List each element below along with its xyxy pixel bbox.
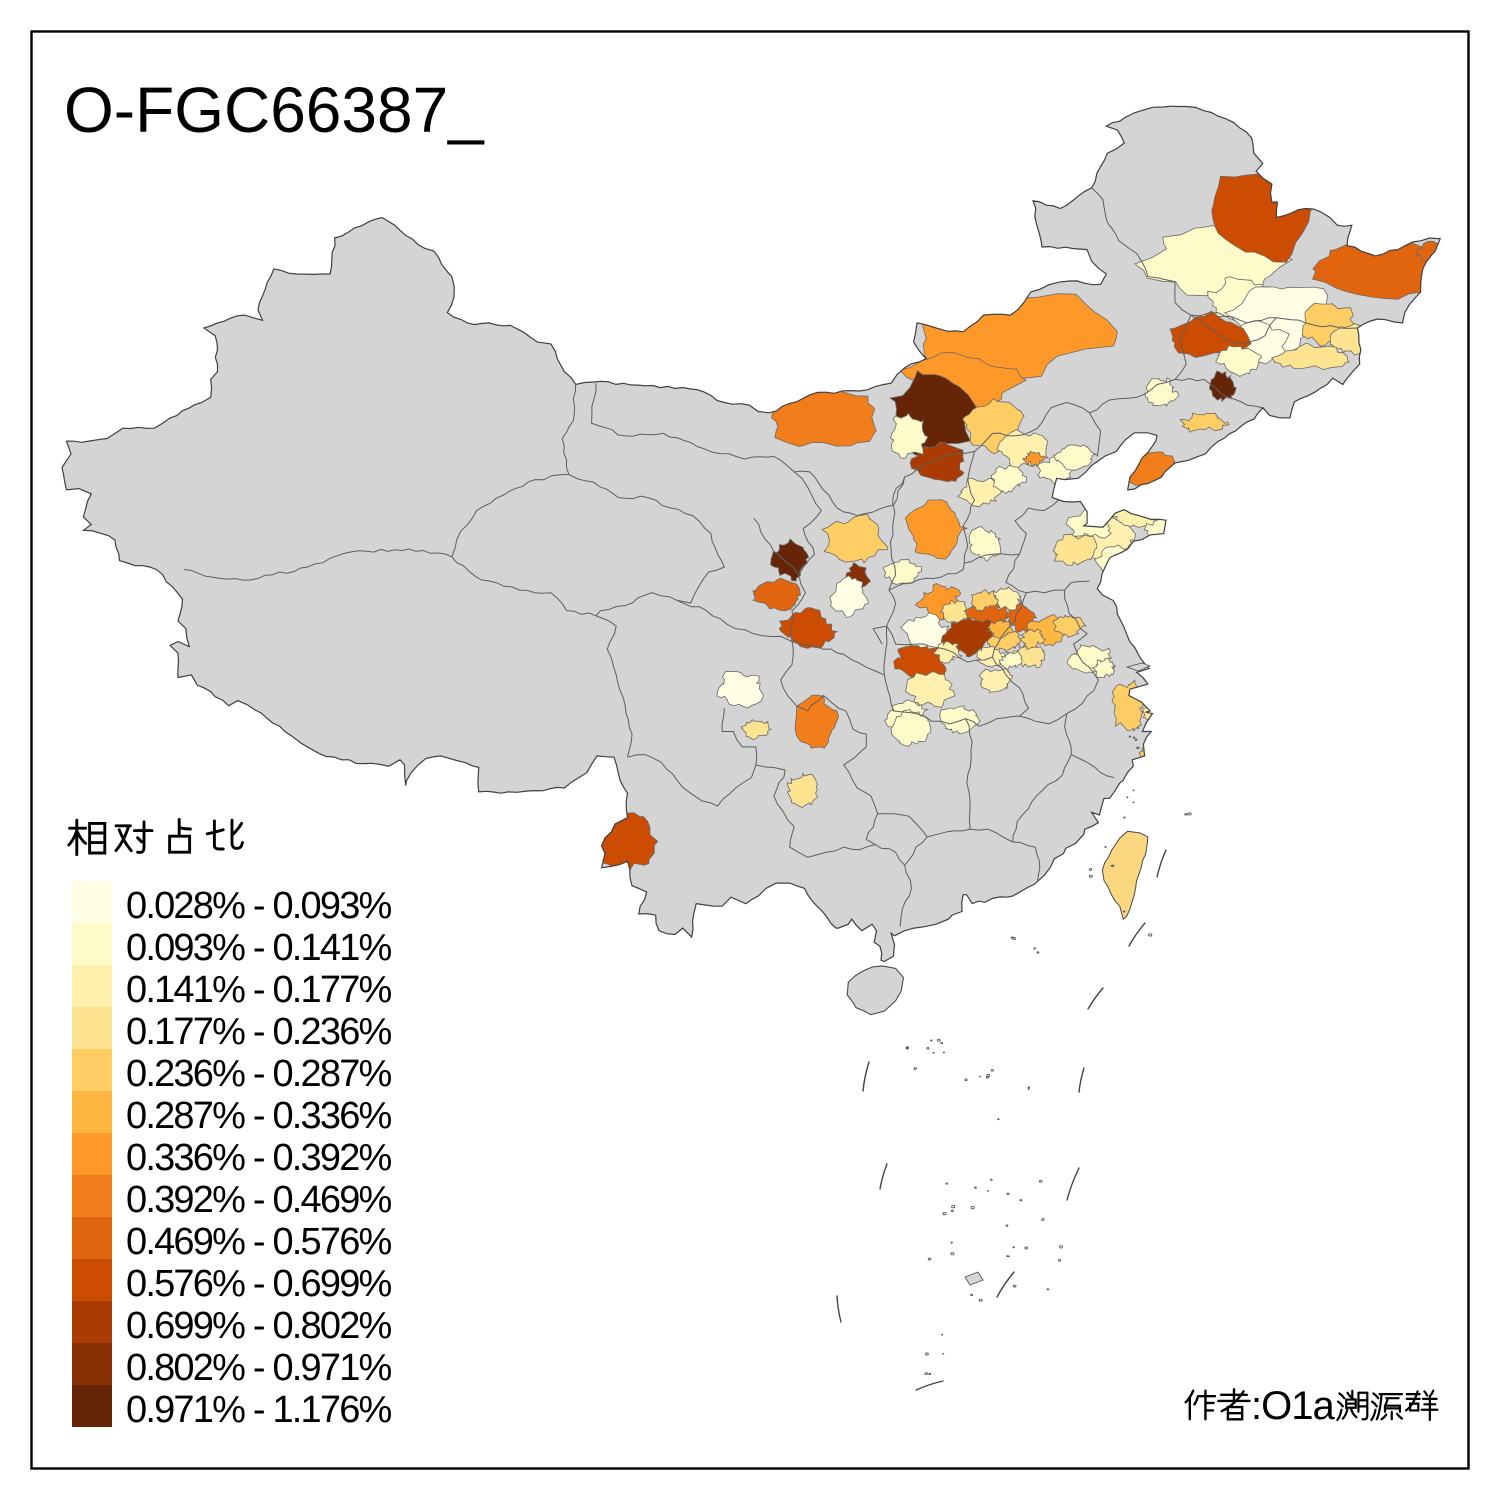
svg-text:0.971% - 1.176%: 0.971% - 1.176% [126,1389,392,1431]
svg-text:0.392% - 0.469%: 0.392% - 0.469% [126,1179,392,1221]
svg-text:O-FGC66387_: O-FGC66387_ [64,74,485,146]
svg-text:0.028% - 0.093%: 0.028% - 0.093% [126,885,392,927]
svg-text:0.236% - 0.287%: 0.236% - 0.287% [126,1053,392,1095]
svg-text:0.287% - 0.336%: 0.287% - 0.336% [126,1095,392,1137]
svg-text:0.469% - 0.576%: 0.469% - 0.576% [126,1221,392,1263]
svg-text:0.177% - 0.236%: 0.177% - 0.236% [126,1011,392,1053]
svg-text:0.336% - 0.392%: 0.336% - 0.392% [126,1137,392,1179]
svg-text:0.699% - 0.802%: 0.699% - 0.802% [126,1305,392,1347]
svg-text:0.576% - 0.699%: 0.576% - 0.699% [126,1263,392,1305]
svg-text:0.141% - 0.177%: 0.141% - 0.177% [126,969,392,1011]
svg-text::O1a: :O1a [1251,1384,1335,1428]
svg-text:0.802% - 0.971%: 0.802% - 0.971% [126,1347,392,1389]
svg-text:0.093% - 0.141%: 0.093% - 0.141% [126,927,392,969]
